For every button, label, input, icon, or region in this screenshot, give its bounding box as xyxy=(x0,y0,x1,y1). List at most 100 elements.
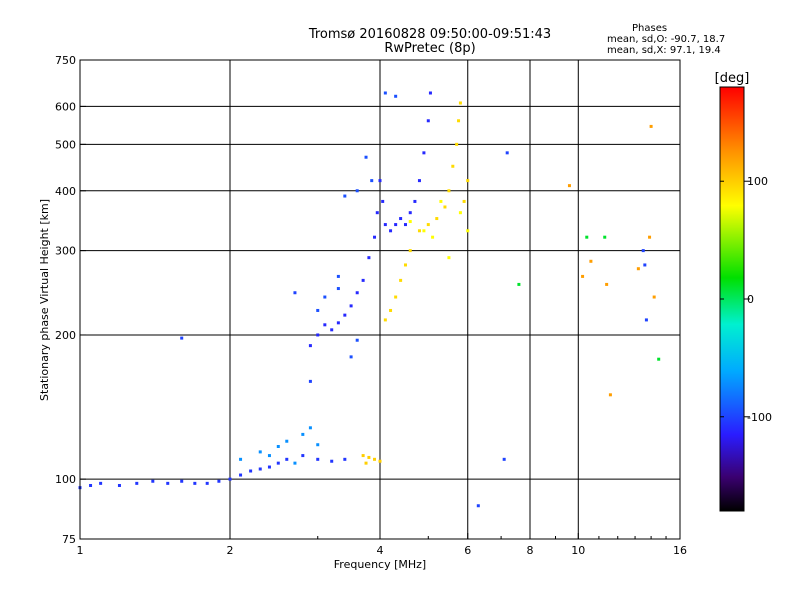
x-tick-label: 4 xyxy=(377,544,384,557)
data-point xyxy=(381,199,385,203)
phases-heading: Phases xyxy=(632,23,668,34)
data-point xyxy=(394,295,398,299)
data-point xyxy=(361,278,365,282)
data-point xyxy=(403,263,407,267)
data-point xyxy=(316,308,320,312)
colorbar-ticks: 100 0 -100 xyxy=(720,175,772,424)
data-point xyxy=(408,249,412,253)
data-point xyxy=(355,291,359,295)
data-points xyxy=(78,91,661,508)
data-point xyxy=(589,259,593,263)
data-point xyxy=(323,323,327,327)
data-point xyxy=(308,379,312,383)
data-point xyxy=(383,91,387,95)
chart-title-line-2: RwPretec (8p) xyxy=(384,41,476,56)
data-point xyxy=(399,217,403,221)
data-point xyxy=(258,467,262,471)
data-point xyxy=(293,291,297,295)
data-point xyxy=(151,479,155,483)
x-tick-label: 8 xyxy=(527,544,534,557)
data-point xyxy=(370,179,374,183)
x-tick-label: 6 xyxy=(464,544,471,557)
y-tick-label: 75 xyxy=(62,533,76,546)
data-point xyxy=(608,393,612,397)
data-point xyxy=(408,220,412,224)
data-point xyxy=(581,274,585,278)
data-point xyxy=(383,318,387,322)
colorbar-label: [deg] xyxy=(715,71,750,86)
data-point xyxy=(239,473,243,477)
data-point xyxy=(364,155,368,159)
data-point xyxy=(301,432,305,436)
data-point xyxy=(378,459,382,463)
data-point xyxy=(258,450,262,454)
data-point xyxy=(389,308,393,312)
data-point xyxy=(361,454,365,458)
chart-title-line-1: Tromsø 20160828 09:50:00-09:51:43 xyxy=(308,27,552,42)
x-axis-ticks: 1 2 4 6 8 10 16 xyxy=(77,533,687,557)
data-point xyxy=(413,199,417,203)
data-point xyxy=(657,357,661,361)
data-point xyxy=(193,481,197,485)
data-point xyxy=(447,256,451,260)
data-point xyxy=(343,457,347,461)
x-tick-label: 16 xyxy=(673,544,687,557)
data-point xyxy=(605,282,609,286)
data-point xyxy=(276,461,280,465)
data-point xyxy=(349,304,353,308)
colorbar xyxy=(719,86,745,512)
data-point xyxy=(367,455,371,459)
data-point xyxy=(89,483,93,487)
data-point xyxy=(308,426,312,430)
data-point xyxy=(458,101,462,105)
data-point xyxy=(267,454,271,458)
data-point xyxy=(349,355,353,359)
data-point xyxy=(336,321,340,325)
data-point xyxy=(422,229,426,233)
data-point xyxy=(403,223,407,227)
y-tick-label: 300 xyxy=(55,245,76,258)
data-point xyxy=(399,278,403,282)
x-tick-label: 10 xyxy=(571,544,585,557)
data-point xyxy=(458,211,462,215)
data-point xyxy=(389,229,393,233)
data-point xyxy=(239,457,243,461)
colorbar-tick-label: 100 xyxy=(747,175,768,188)
data-point xyxy=(316,457,320,461)
phases-o-mode-stats: mean, sd,O: -90.7, 18.7 xyxy=(607,34,726,45)
data-point xyxy=(285,439,289,443)
data-point xyxy=(135,481,139,485)
data-point xyxy=(301,454,305,458)
data-point xyxy=(267,465,271,469)
y-axis-ticks: 75 100 200 300 400 500 600 750 xyxy=(55,54,86,546)
data-point xyxy=(502,457,506,461)
data-point xyxy=(643,263,647,267)
x-axis-label: Frequency [MHz] xyxy=(334,558,426,571)
data-point xyxy=(649,124,653,128)
colorbar-tick-label: -100 xyxy=(747,411,772,424)
data-point xyxy=(636,267,640,271)
phases-x-mode-stats: mean, sd,X: 97.1, 19.4 xyxy=(607,45,721,56)
data-point xyxy=(217,479,221,483)
data-point xyxy=(355,338,359,342)
data-point xyxy=(426,223,430,227)
data-point xyxy=(428,91,432,95)
y-tick-label: 200 xyxy=(55,329,76,342)
data-point xyxy=(343,313,347,317)
y-tick-label: 400 xyxy=(55,185,76,198)
data-point xyxy=(648,235,652,239)
data-point xyxy=(364,461,368,465)
data-point xyxy=(652,295,656,299)
y-tick-label: 500 xyxy=(55,138,76,151)
data-point xyxy=(394,223,398,227)
y-tick-label: 750 xyxy=(55,54,76,67)
grid-lines xyxy=(80,60,680,539)
x-tick-label: 2 xyxy=(227,544,234,557)
data-point xyxy=(505,151,509,155)
y-tick-label: 100 xyxy=(55,473,76,486)
data-point xyxy=(567,184,571,188)
data-point xyxy=(367,256,371,260)
data-point xyxy=(316,333,320,337)
data-point xyxy=(447,189,451,193)
